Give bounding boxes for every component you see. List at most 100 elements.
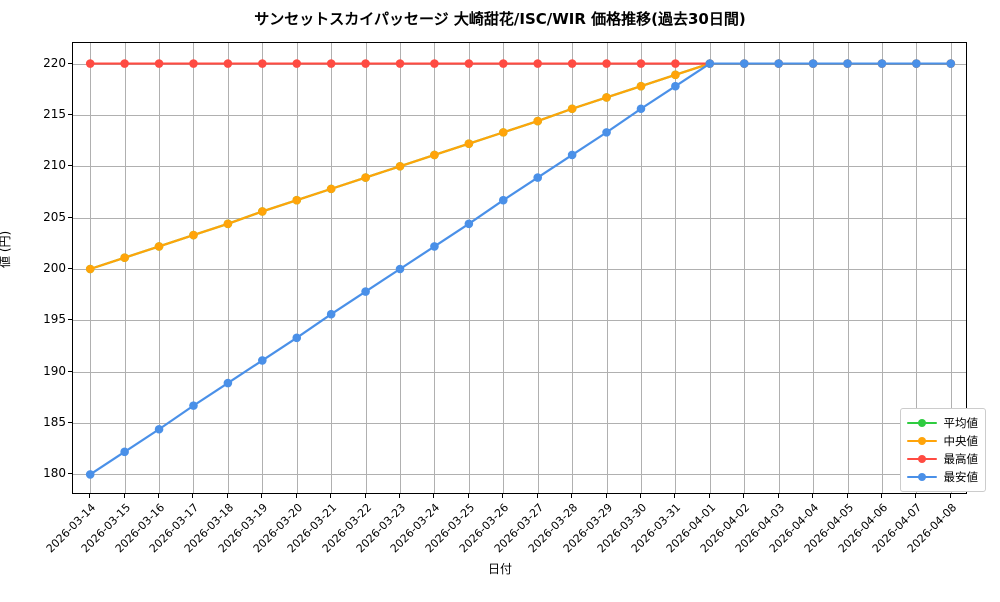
- data-point: [189, 401, 198, 410]
- legend-swatch: [906, 435, 937, 447]
- gridline-vertical: [159, 43, 161, 493]
- gridline-vertical: [331, 43, 333, 493]
- series-line: [89, 62, 952, 476]
- gridline-horizontal: [73, 166, 966, 168]
- x-tick-mark: [639, 494, 641, 498]
- chart-legend: 平均値中央値最高値最安値: [899, 408, 986, 492]
- gridline-horizontal: [73, 320, 966, 322]
- x-tick-mark: [880, 494, 882, 498]
- x-tick-mark: [674, 494, 676, 498]
- data-point: [912, 59, 921, 68]
- x-tick-mark: [915, 494, 917, 498]
- legend-label: 最高値: [943, 452, 979, 466]
- gridline-vertical: [193, 43, 195, 493]
- y-tick-mark: [68, 113, 72, 115]
- legend-label: 最安値: [943, 470, 979, 484]
- gridline-vertical: [434, 43, 436, 493]
- legend-item-2[interactable]: 最高値: [906, 450, 979, 468]
- data-point: [189, 230, 198, 240]
- x-tick-mark: [708, 494, 710, 498]
- y-tick-mark: [68, 216, 72, 218]
- data-point: [498, 59, 508, 68]
- gridline-vertical: [675, 43, 677, 493]
- gridline-vertical: [572, 43, 574, 493]
- y-tick-label: 205: [43, 209, 66, 224]
- data-point: [877, 59, 887, 68]
- y-tick-label: 180: [43, 466, 66, 481]
- y-tick-mark: [68, 370, 72, 372]
- data-point: [85, 59, 95, 68]
- gridline-vertical: [813, 43, 815, 493]
- gridline-vertical: [503, 43, 505, 493]
- y-tick-label: 220: [43, 55, 66, 70]
- data-point: [671, 70, 680, 80]
- legend-marker-dot-icon: [917, 437, 926, 445]
- data-point: [636, 81, 646, 91]
- data-point: [464, 219, 474, 229]
- y-tick-mark: [68, 165, 72, 167]
- x-tick-mark: [330, 494, 332, 498]
- x-axis-label: 日付: [487, 562, 512, 576]
- legend-item-3[interactable]: 最安値: [906, 468, 979, 486]
- data-point: [533, 59, 543, 68]
- x-tick-mark: [158, 494, 160, 498]
- y-tick-mark: [68, 473, 72, 475]
- x-tick-mark: [192, 494, 194, 498]
- gridline-vertical: [778, 43, 780, 493]
- y-tick-label: 210: [43, 158, 66, 173]
- data-point: [533, 116, 543, 126]
- data-point: [361, 173, 370, 182]
- x-tick-mark: [571, 494, 573, 498]
- data-point: [292, 59, 302, 68]
- data-point: [671, 81, 680, 91]
- data-point: [361, 59, 370, 68]
- y-axis-label: 値 (円): [0, 230, 12, 268]
- data-point: [843, 59, 852, 68]
- gridline-vertical: [296, 43, 298, 493]
- gridline-horizontal: [73, 423, 966, 425]
- legend-item-1[interactable]: 中央値: [906, 432, 979, 450]
- data-point: [154, 242, 164, 251]
- data-point: [120, 447, 129, 457]
- x-tick-mark: [467, 494, 469, 498]
- data-point: [602, 59, 611, 68]
- data-point: [430, 150, 439, 160]
- data-point: [636, 104, 646, 114]
- data-point: [85, 470, 95, 479]
- data-point: [567, 150, 577, 160]
- gridline-vertical: [709, 43, 711, 493]
- legend-label: 平均値: [943, 416, 979, 430]
- data-point: [946, 59, 956, 68]
- legend-marker-dot-icon: [917, 455, 926, 463]
- data-point: [326, 309, 336, 319]
- gridline-vertical: [227, 43, 229, 493]
- legend-swatch: [906, 471, 937, 483]
- gridline-vertical: [640, 43, 642, 493]
- data-point: [464, 139, 474, 148]
- data-point: [395, 59, 405, 68]
- x-tick-mark: [364, 494, 366, 498]
- data-point: [154, 59, 164, 68]
- gridline-horizontal: [73, 269, 966, 270]
- gridline-vertical: [124, 43, 126, 493]
- data-point: [223, 378, 233, 388]
- x-tick-mark: [261, 494, 263, 498]
- data-point: [671, 59, 680, 68]
- data-point: [464, 59, 474, 68]
- gridline-vertical: [262, 43, 264, 493]
- data-point: [189, 59, 198, 68]
- legend-marker-dot-icon: [917, 419, 926, 427]
- legend-label: 中央値: [943, 434, 979, 448]
- gridline-vertical: [881, 43, 883, 493]
- x-tick-mark: [89, 494, 91, 498]
- gridline-horizontal: [73, 217, 966, 219]
- y-tick-mark: [68, 422, 72, 424]
- data-point: [292, 333, 302, 343]
- legend-marker-dot-icon: [917, 473, 926, 481]
- data-point: [85, 264, 95, 274]
- gridline-vertical: [916, 43, 918, 493]
- x-tick-mark: [812, 494, 814, 498]
- x-tick-mark: [605, 494, 607, 498]
- legend-item-0[interactable]: 平均値: [906, 414, 979, 432]
- x-tick-mark: [123, 494, 125, 498]
